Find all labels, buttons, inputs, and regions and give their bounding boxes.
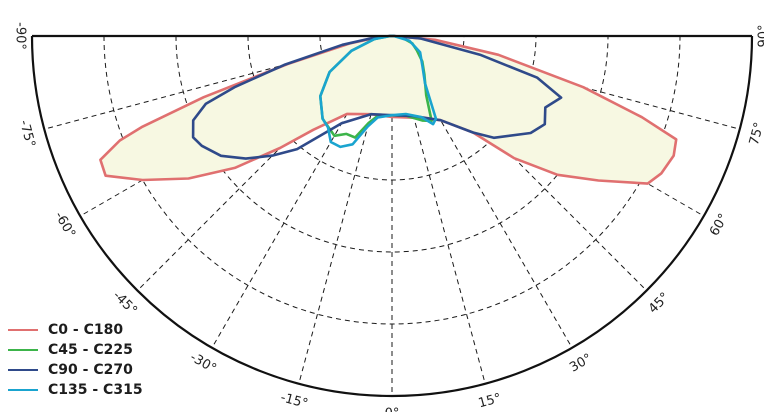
chart-frame	[30, 34, 754, 398]
legend-swatch	[8, 329, 38, 331]
angle-label: 15°	[477, 391, 503, 411]
angle-label: 75°	[747, 121, 764, 147]
angle-label: 45°	[646, 290, 673, 317]
grid-spoke	[137, 35, 393, 291]
polar-grid	[44, 35, 740, 396]
legend-label: C90 - C270	[48, 362, 133, 378]
grid-spoke	[391, 35, 647, 291]
outer-arc	[30, 35, 754, 398]
legend-label: C45 - C225	[48, 342, 133, 358]
grid-spoke	[391, 35, 573, 349]
grid-spoke	[44, 35, 393, 130]
series-line	[99, 34, 678, 185]
legend-label: C0 - C180	[48, 322, 124, 338]
legend-item: C0 - C180	[8, 320, 143, 340]
legend-swatch	[8, 369, 38, 371]
legend-swatch	[8, 389, 38, 391]
angle-label: -45°	[110, 288, 140, 318]
angle-label: 30°	[567, 351, 594, 376]
grid-spoke	[298, 35, 393, 384]
angle-label: -90°	[13, 22, 28, 50]
series-curves	[99, 34, 678, 185]
angle-label: -30°	[187, 350, 219, 377]
angle-label: -75°	[16, 118, 38, 149]
legend-item: C45 - C225	[8, 340, 143, 360]
legend-swatch	[8, 349, 38, 351]
angle-label: 90°	[757, 24, 764, 47]
legend-label: C135 - C315	[48, 382, 143, 398]
series-line	[191, 34, 563, 160]
angle-label: 60°	[707, 211, 732, 238]
grid-spoke	[391, 35, 486, 384]
series-line	[319, 34, 438, 149]
legend-item: C135 - C315	[8, 380, 143, 400]
legend-item: C90 - C270	[8, 360, 143, 380]
angle-label: -15°	[279, 390, 310, 412]
legend: C0 - C180 C45 - C225 C90 - C270 C135 - C…	[8, 320, 143, 400]
angle-label: -60°	[51, 209, 78, 241]
angle-label: 0°	[385, 407, 400, 412]
grid-spoke	[211, 35, 393, 349]
grid-spoke	[391, 35, 740, 130]
